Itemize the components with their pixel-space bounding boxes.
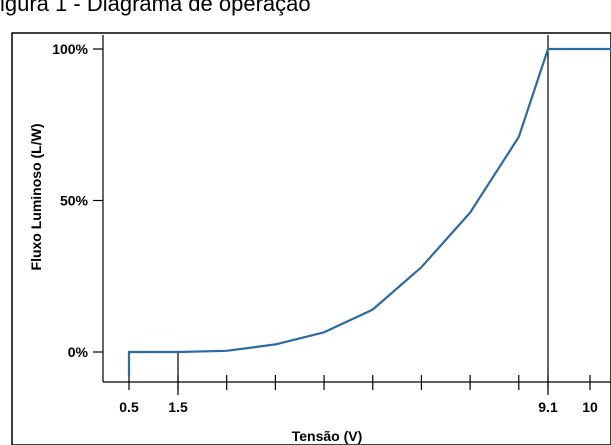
x-tick-label: 9.1	[538, 399, 558, 415]
y-tick-label: 0%	[68, 344, 89, 360]
x-axis-title: Tensão (V)	[292, 428, 363, 444]
x-tick-label: 0.5	[119, 399, 139, 415]
x-tick-label: 10	[582, 399, 598, 415]
reference-lines	[177, 35, 549, 395]
series-line	[127, 47, 611, 377]
x-axis-ticks: 0.5 1.5 9.1 10	[119, 375, 598, 415]
y-axis-ticks: 0% 50% 100%	[52, 41, 103, 360]
y-tick-label: 100%	[52, 41, 88, 57]
y-tick-label: 50%	[60, 193, 89, 209]
x-tick-label: 1.5	[168, 399, 188, 415]
y-axis-title: Fluxo Luminoso (L/W)	[28, 124, 44, 271]
chart-frame	[11, 32, 611, 445]
figure-caption-fragment: igura 1 - Diagrama de operação	[0, 0, 311, 16]
